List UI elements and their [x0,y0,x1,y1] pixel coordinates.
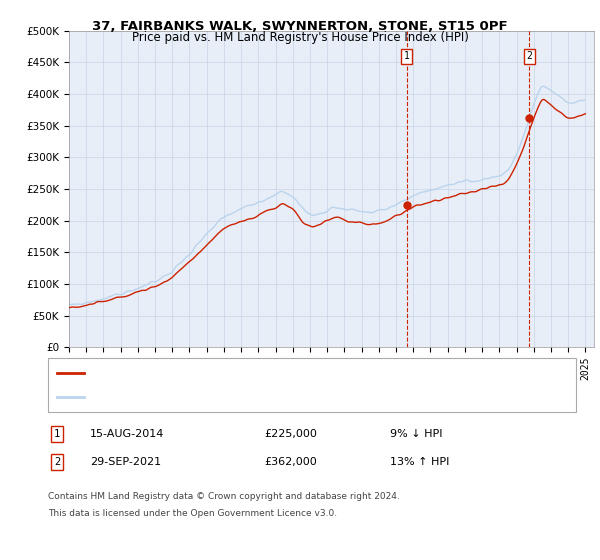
Text: 37, FAIRBANKS WALK, SWYNNERTON, STONE, ST15 0PF (detached house): 37, FAIRBANKS WALK, SWYNNERTON, STONE, S… [90,368,456,379]
Text: This data is licensed under the Open Government Licence v3.0.: This data is licensed under the Open Gov… [48,509,337,518]
Text: 1: 1 [404,51,410,61]
Text: HPI: Average price, detached house, Stafford: HPI: Average price, detached house, Staf… [90,391,314,402]
Text: 29-SEP-2021: 29-SEP-2021 [90,457,161,467]
Text: 37, FAIRBANKS WALK, SWYNNERTON, STONE, ST15 0PF: 37, FAIRBANKS WALK, SWYNNERTON, STONE, S… [92,20,508,32]
Text: 15-AUG-2014: 15-AUG-2014 [90,429,164,439]
Text: 2: 2 [527,51,532,61]
Text: 1: 1 [54,429,60,439]
Text: £362,000: £362,000 [264,457,317,467]
Text: 2: 2 [54,457,60,467]
Text: £225,000: £225,000 [264,429,317,439]
Text: 9% ↓ HPI: 9% ↓ HPI [390,429,443,439]
Text: 13% ↑ HPI: 13% ↑ HPI [390,457,449,467]
Text: Contains HM Land Registry data © Crown copyright and database right 2024.: Contains HM Land Registry data © Crown c… [48,492,400,501]
Text: Price paid vs. HM Land Registry's House Price Index (HPI): Price paid vs. HM Land Registry's House … [131,31,469,44]
